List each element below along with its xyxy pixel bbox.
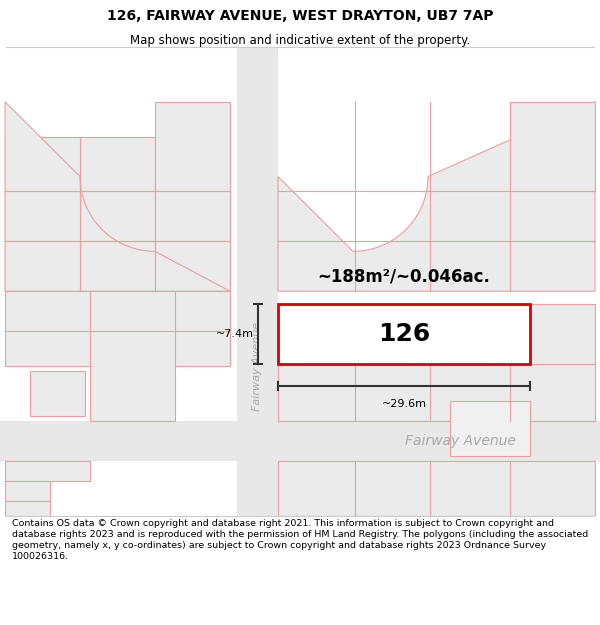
Bar xyxy=(450,401,530,456)
Bar xyxy=(510,102,595,191)
Polygon shape xyxy=(5,102,230,291)
Polygon shape xyxy=(5,461,90,501)
Bar xyxy=(5,461,90,481)
Bar xyxy=(30,371,85,416)
Bar xyxy=(237,47,278,516)
Text: 126, FAIRWAY AVENUE, WEST DRAYTON, UB7 7AP: 126, FAIRWAY AVENUE, WEST DRAYTON, UB7 7… xyxy=(107,9,493,23)
Bar xyxy=(278,364,595,421)
Bar xyxy=(530,304,595,421)
Bar xyxy=(278,304,530,364)
Text: ~188m²/~0.046ac.: ~188m²/~0.046ac. xyxy=(317,268,490,285)
Bar xyxy=(278,461,595,516)
Text: ~7.4m: ~7.4m xyxy=(216,329,254,339)
Text: ~29.6m: ~29.6m xyxy=(382,399,427,409)
Text: 126: 126 xyxy=(378,322,430,346)
Text: Map shows position and indicative extent of the property.: Map shows position and indicative extent… xyxy=(130,34,470,47)
Polygon shape xyxy=(5,291,230,421)
Bar xyxy=(0,421,600,461)
Bar xyxy=(5,501,50,516)
Polygon shape xyxy=(278,102,595,291)
Text: Fairway Avenue: Fairway Avenue xyxy=(404,434,515,448)
Polygon shape xyxy=(5,102,230,291)
Text: Contains OS data © Crown copyright and database right 2021. This information is : Contains OS data © Crown copyright and d… xyxy=(12,519,588,561)
Text: Fairway Avenue: Fairway Avenue xyxy=(253,321,263,411)
